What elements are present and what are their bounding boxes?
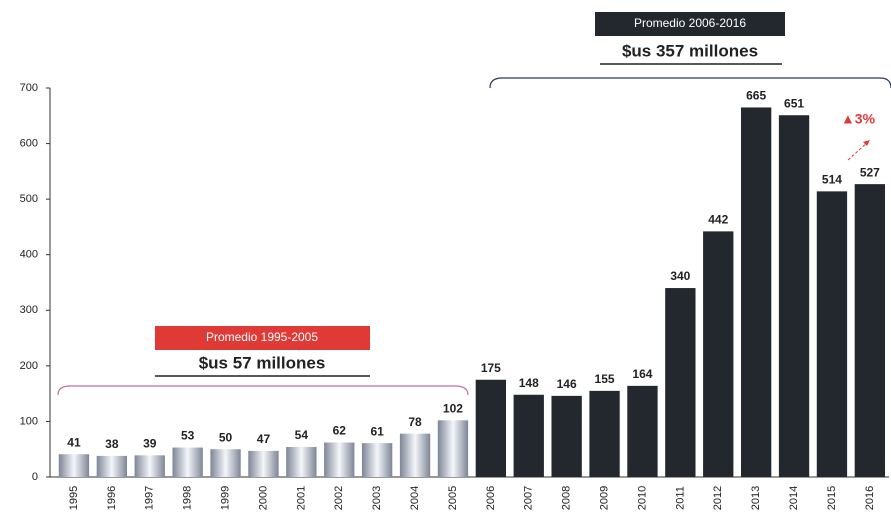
x-tick-label: 2012 — [712, 486, 724, 510]
x-tick-label: 2003 — [371, 486, 383, 510]
value-label: 514 — [822, 173, 842, 187]
bar — [134, 455, 165, 477]
value-label: 651 — [784, 96, 804, 110]
value-label: 175 — [481, 361, 501, 375]
x-tick-label: 2000 — [257, 486, 269, 510]
y-tick-label: 700 — [20, 82, 38, 94]
y-tick-label: 400 — [20, 249, 38, 261]
value-label: 340 — [670, 269, 690, 283]
y-tick-label: 600 — [20, 137, 38, 149]
avg-label-box — [155, 326, 370, 350]
x-tick-label: 2008 — [561, 486, 573, 510]
y-tick-label: 200 — [20, 360, 38, 372]
x-tick-label: 2009 — [598, 486, 610, 510]
value-label: 155 — [595, 372, 615, 386]
growth-label: ▲3% — [841, 111, 876, 127]
avg-label: Promedio 2006-2016 — [634, 16, 746, 30]
value-label: 148 — [519, 376, 539, 390]
value-label: 47 — [257, 432, 271, 446]
bar — [551, 395, 582, 477]
y-tick-label: 300 — [20, 304, 38, 316]
value-label: 50 — [219, 430, 233, 444]
bar — [324, 442, 355, 477]
x-tick-label: 1995 — [68, 486, 80, 510]
bar — [740, 107, 772, 477]
y-tick-label: 100 — [20, 415, 38, 427]
bar — [96, 455, 128, 477]
x-tick-label: 2014 — [788, 486, 800, 510]
value-label: 41 — [67, 435, 81, 449]
value-label: 62 — [333, 424, 347, 438]
value-label: 78 — [408, 415, 422, 429]
bar — [286, 446, 317, 477]
x-tick-label: 1998 — [182, 486, 194, 510]
value-label: 38 — [105, 437, 119, 451]
avg-value: $us 57 millones — [199, 353, 326, 372]
x-tick-label: 2016 — [864, 486, 876, 510]
x-tick-label: 2011 — [674, 486, 686, 510]
value-label: 146 — [557, 377, 577, 391]
x-tick-label: 1997 — [144, 486, 156, 510]
value-label: 665 — [746, 89, 766, 103]
y-tick-label: 0 — [32, 471, 38, 483]
x-tick-label: 2015 — [826, 486, 838, 510]
value-label: 527 — [860, 165, 880, 179]
avg-label: Promedio 1995-2005 — [206, 330, 318, 344]
bar — [816, 191, 848, 477]
x-tick-label: 2001 — [295, 486, 307, 510]
bar — [437, 420, 469, 477]
x-tick-label: 2004 — [409, 486, 421, 510]
y-tick-label: 500 — [20, 193, 38, 205]
avg-value: $us 357 millones — [622, 41, 758, 60]
x-tick-label: 2005 — [447, 486, 459, 510]
brace — [57, 385, 469, 396]
x-tick-label: 2002 — [333, 486, 345, 510]
growth-arrowhead — [863, 140, 870, 146]
value-label: 442 — [708, 213, 728, 227]
x-tick-label: 1996 — [106, 486, 118, 510]
bar — [627, 385, 658, 477]
x-tick-label: 1999 — [219, 486, 231, 510]
growth-arrow — [847, 141, 869, 161]
value-label: 53 — [181, 429, 195, 443]
value-label: 164 — [632, 367, 652, 381]
x-tick-label: 2007 — [523, 486, 535, 510]
bar — [172, 447, 203, 477]
bar — [248, 450, 279, 477]
bar — [361, 443, 393, 477]
bar — [475, 379, 507, 477]
bar — [703, 231, 734, 477]
bar — [665, 288, 696, 477]
bar — [513, 394, 544, 477]
bar — [58, 454, 90, 477]
avg-label-box — [595, 12, 785, 36]
bar — [589, 390, 620, 477]
value-label: 39 — [143, 436, 157, 450]
x-tick-label: 2006 — [485, 486, 497, 510]
value-label: 102 — [443, 401, 463, 415]
x-tick-label: 2010 — [636, 486, 648, 510]
bar — [854, 184, 886, 478]
value-label: 61 — [370, 424, 384, 438]
x-tick-label: 2013 — [750, 486, 762, 510]
brace — [489, 77, 891, 89]
bar — [399, 433, 431, 477]
bar — [778, 115, 810, 477]
bar — [210, 449, 241, 477]
value-label: 54 — [295, 428, 309, 442]
